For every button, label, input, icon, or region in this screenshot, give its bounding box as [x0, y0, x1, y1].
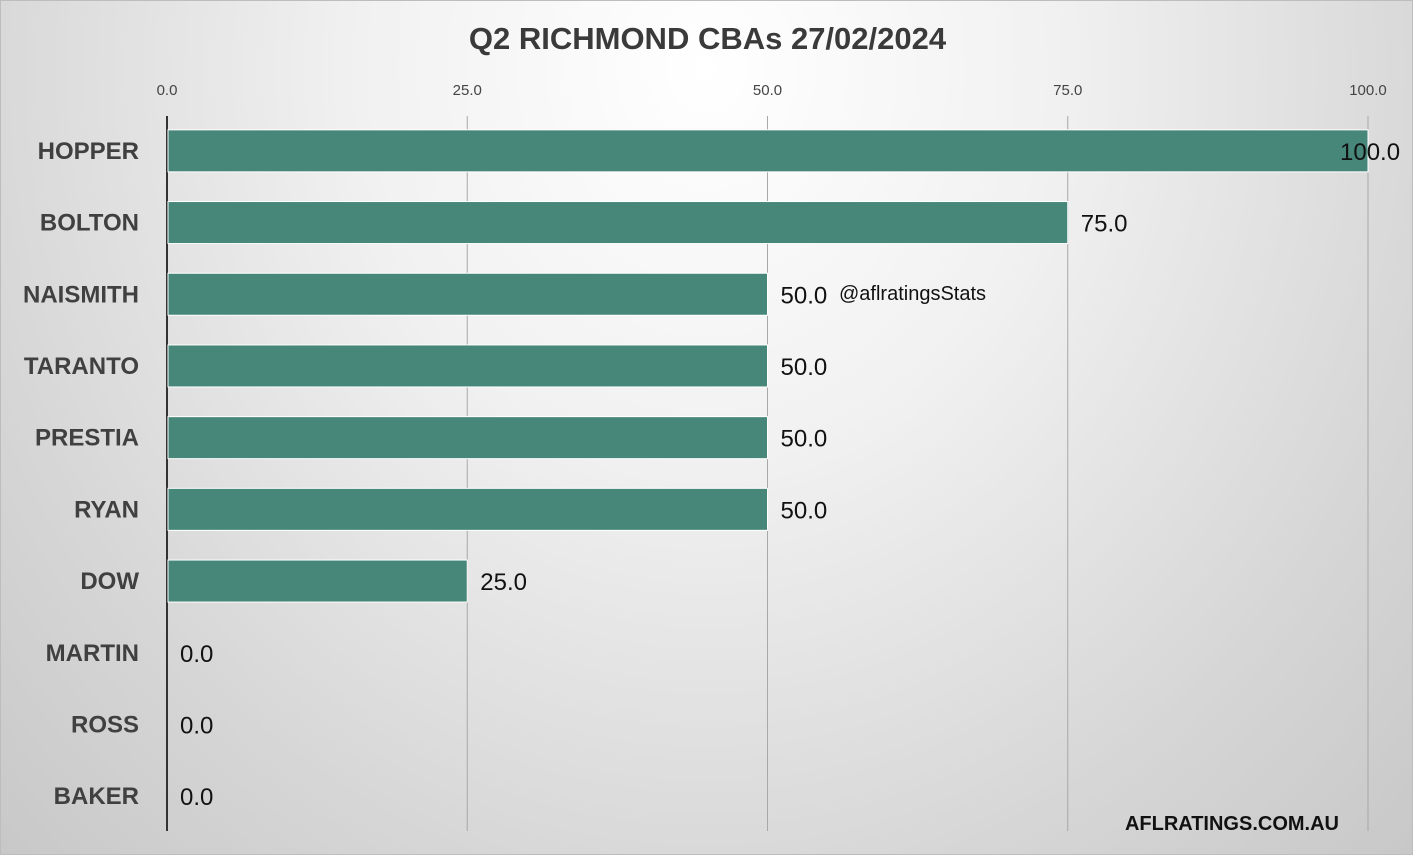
- bar: [167, 201, 1069, 245]
- data-label: 75.0: [1081, 211, 1128, 238]
- data-label: 50.0: [781, 354, 828, 381]
- category-label: ROSS: [71, 711, 139, 738]
- category-label: BOLTON: [40, 210, 139, 237]
- category-label: PRESTIA: [35, 425, 139, 452]
- data-label: 25.0: [480, 569, 527, 596]
- watermark-text: @aflratingsStats: [839, 283, 986, 305]
- data-label: 100.0: [1340, 139, 1400, 166]
- data-label: 50.0: [781, 426, 828, 453]
- category-label: DOW: [80, 568, 139, 595]
- x-tick-label: 0.0: [157, 82, 178, 99]
- bar: [167, 559, 468, 603]
- x-tick-label: 50.0: [753, 82, 782, 99]
- x-tick-label: 75.0: [1053, 82, 1082, 99]
- category-label: RYAN: [74, 496, 139, 523]
- footer-text: AFLRATINGS.COM.AU: [1125, 813, 1339, 835]
- x-tick-label: 25.0: [453, 82, 482, 99]
- category-label: NAISMITH: [23, 281, 139, 308]
- data-label: 0.0: [180, 712, 213, 739]
- bar: [167, 416, 768, 460]
- category-label: MARTIN: [46, 640, 139, 667]
- category-label: BAKER: [54, 783, 139, 810]
- bar: [167, 344, 768, 388]
- data-label: 0.0: [180, 784, 213, 811]
- data-label: 50.0: [781, 497, 828, 524]
- chart-title: Q2 RICHMOND CBAs 27/02/2024: [468, 21, 947, 56]
- category-label: TARANTO: [24, 353, 139, 380]
- bar: [167, 129, 1369, 173]
- data-label: 50.0: [781, 282, 828, 309]
- category-label: HOPPER: [38, 138, 139, 165]
- x-tick-label: 100.0: [1349, 82, 1387, 99]
- bar: [167, 487, 768, 531]
- data-label: 0.0: [180, 641, 213, 668]
- bar: [167, 272, 768, 316]
